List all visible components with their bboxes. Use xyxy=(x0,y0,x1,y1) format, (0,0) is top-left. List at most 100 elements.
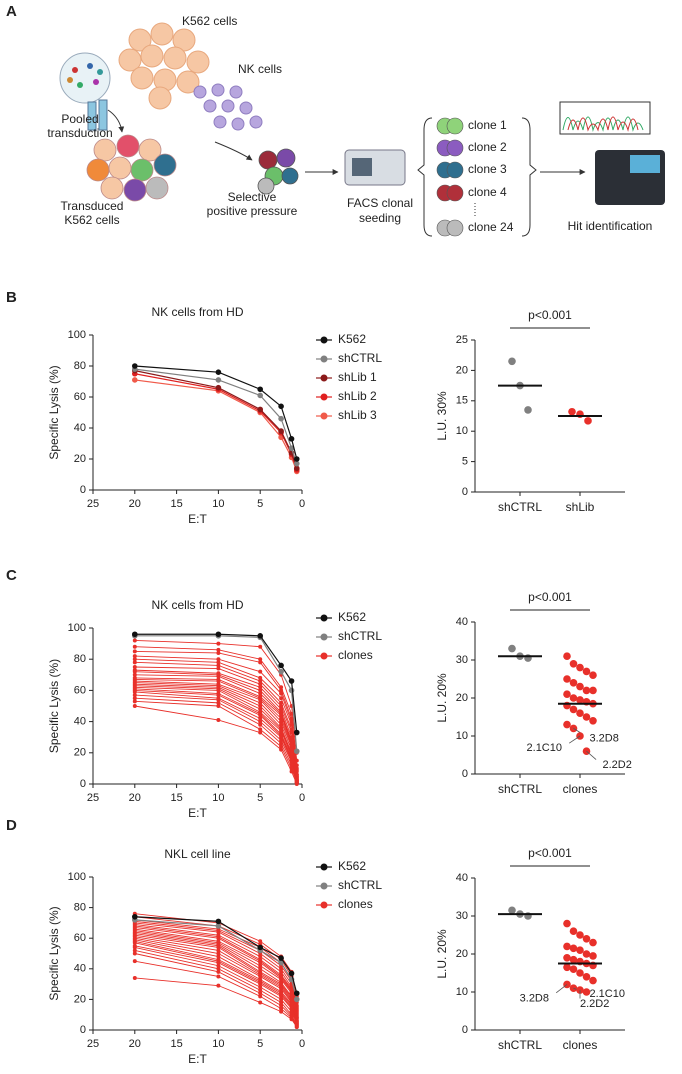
legend-marker xyxy=(320,863,328,871)
data-point xyxy=(279,741,284,746)
data-point xyxy=(576,682,584,691)
y-axis-label: Specific Lysis (%) xyxy=(47,365,61,459)
data-point xyxy=(582,988,591,996)
data-point xyxy=(132,940,137,945)
y-tick-label: 20 xyxy=(456,948,468,960)
x-tick-label: 20 xyxy=(129,498,141,510)
data-point xyxy=(216,697,221,702)
data-point xyxy=(279,986,284,991)
label: NK cells xyxy=(238,62,282,76)
bracket-left xyxy=(417,117,433,237)
data-point xyxy=(576,696,584,704)
data-point xyxy=(258,669,263,674)
arrow xyxy=(107,109,125,133)
data-point xyxy=(524,406,532,414)
x-tick-label: 20 xyxy=(129,1038,141,1050)
selected-cells xyxy=(257,148,299,195)
data-point xyxy=(258,713,263,718)
data-point xyxy=(258,657,263,662)
data-point xyxy=(279,738,284,743)
data-point xyxy=(279,1009,284,1014)
series-line xyxy=(134,686,298,780)
data-point xyxy=(258,704,263,708)
data-point xyxy=(279,716,284,721)
data-point xyxy=(508,644,516,653)
data-point xyxy=(279,744,284,749)
data-point xyxy=(569,679,578,687)
x-tick-label: 15 xyxy=(170,498,182,510)
data-point xyxy=(279,994,284,999)
data-point xyxy=(216,974,221,979)
data-point xyxy=(132,657,137,662)
arrow xyxy=(214,141,253,161)
data-point xyxy=(215,384,222,391)
data-point xyxy=(258,939,263,944)
panel-label: D xyxy=(6,817,17,834)
data-point xyxy=(279,704,284,708)
data-point xyxy=(258,691,263,696)
data-point xyxy=(132,948,137,953)
y-tick-label: 40 xyxy=(456,872,468,884)
legend-label: K562 xyxy=(338,332,366,346)
series-line xyxy=(134,930,298,1015)
y-tick-label: 60 xyxy=(74,932,86,944)
data-point xyxy=(257,406,264,413)
data-point xyxy=(279,713,284,718)
data-point xyxy=(289,1006,294,1011)
data-point xyxy=(216,663,221,668)
data-point xyxy=(576,709,584,717)
data-point xyxy=(582,935,591,943)
y-tick-label: 100 xyxy=(68,871,86,883)
data-point xyxy=(288,436,295,442)
data-point xyxy=(132,644,137,649)
data-point xyxy=(132,689,137,694)
y-tick-label: 60 xyxy=(74,684,86,696)
data-point xyxy=(293,729,300,736)
y-tick-label: 10 xyxy=(456,730,468,742)
label-leader xyxy=(555,984,568,994)
data-point xyxy=(279,688,284,693)
data-point xyxy=(582,950,591,958)
data-point xyxy=(258,966,263,971)
data-point xyxy=(569,965,578,973)
data-point xyxy=(132,913,138,920)
legend-marker xyxy=(320,633,328,641)
label: seeding xyxy=(359,211,401,225)
data-point xyxy=(258,960,263,965)
data-point xyxy=(132,672,137,677)
x-tick-label: 15 xyxy=(170,1038,182,1050)
data-point xyxy=(278,662,284,669)
bracket-right xyxy=(521,117,537,237)
data-point xyxy=(132,975,137,980)
data-point xyxy=(132,660,137,665)
data-point xyxy=(216,718,221,723)
data-point xyxy=(258,991,263,996)
x-tick-label: shCTRL xyxy=(498,782,542,796)
x-tick-label: 10 xyxy=(212,1038,224,1050)
x-axis-label: E:T xyxy=(188,512,207,526)
legend-marker xyxy=(320,355,328,363)
y-axis-label: L.U. 30% xyxy=(435,391,449,441)
y-tick-label: 5 xyxy=(462,456,468,468)
data-point xyxy=(288,678,295,684)
x-tick-label: 25 xyxy=(87,792,99,804)
virus-bubble xyxy=(59,52,111,104)
data-point xyxy=(278,959,284,966)
data-point xyxy=(258,697,263,702)
y-tick-label: 0 xyxy=(462,486,468,498)
data-point xyxy=(216,969,221,974)
x-tick-label: clones xyxy=(563,782,598,796)
label: K562 cells xyxy=(182,14,237,28)
label: clone 1 xyxy=(468,118,507,132)
y-tick-label: 40 xyxy=(74,716,86,728)
data-point xyxy=(293,990,300,997)
data-point xyxy=(216,650,221,655)
y-tick-label: 0 xyxy=(462,1024,468,1036)
data-point xyxy=(258,660,263,665)
data-point xyxy=(215,918,222,925)
data-point xyxy=(582,713,591,721)
data-point xyxy=(576,946,584,954)
data-point xyxy=(132,631,138,638)
data-point xyxy=(563,720,571,729)
data-point xyxy=(293,456,300,462)
